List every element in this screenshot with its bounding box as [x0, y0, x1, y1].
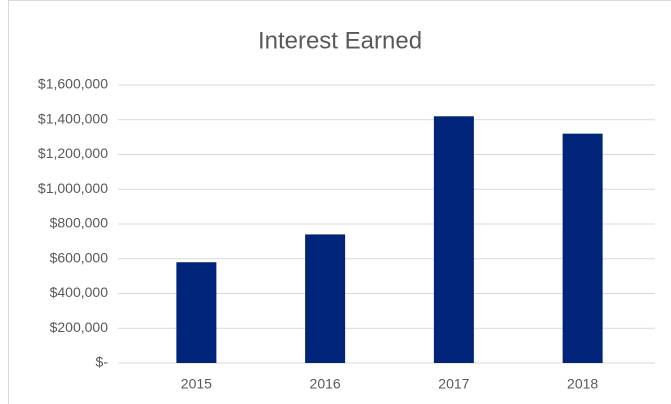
y-tick-label: $400,000	[50, 284, 109, 300]
chart-border	[8, 0, 671, 404]
bar	[305, 234, 346, 363]
y-tick-label: $200,000	[50, 319, 109, 335]
bar	[562, 133, 603, 363]
x-tick-label: 2018	[567, 376, 598, 392]
y-tick-label: $600,000	[50, 249, 109, 265]
x-tick-label: 2015	[181, 376, 212, 392]
bar	[176, 262, 217, 363]
chart-title: Interest Earned	[258, 27, 422, 54]
y-tick-label: $800,000	[50, 215, 109, 231]
y-tick-label: $1,600,000	[38, 76, 108, 92]
bar	[433, 116, 474, 364]
y-tick-label: $-	[96, 354, 109, 370]
y-tick-label: $1,400,000	[38, 110, 108, 126]
y-tick-label: $1,000,000	[38, 180, 108, 196]
y-tick-label: $1,200,000	[38, 145, 108, 161]
x-tick-label: 2016	[310, 376, 341, 392]
x-tick-label: 2017	[438, 376, 469, 392]
